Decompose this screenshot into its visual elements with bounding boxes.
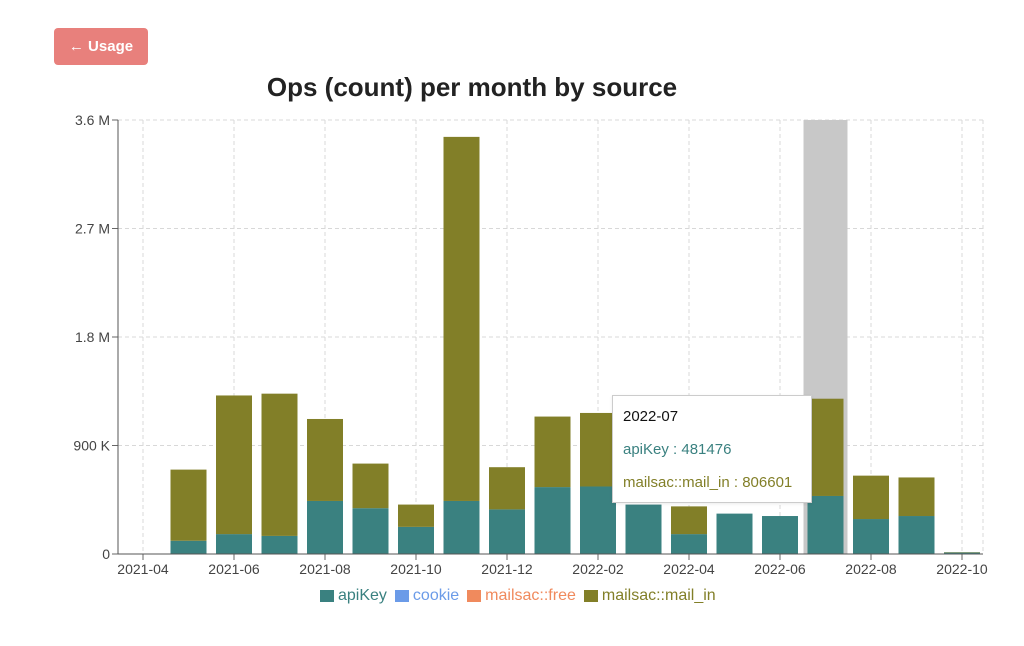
bar-segment	[216, 395, 252, 535]
bar-segment	[671, 506, 707, 535]
legend-item[interactable]: cookie	[394, 587, 460, 605]
bar-segment	[489, 467, 525, 510]
bar-segment	[807, 495, 844, 554]
chart-tooltip: 2022-07 apiKey : 481476 mailsac::mail_in…	[612, 395, 812, 503]
bar-segment	[307, 418, 343, 501]
bar-segment	[853, 519, 889, 554]
bar-segment	[489, 509, 525, 554]
y-tick-label: 1.8 M	[75, 329, 110, 345]
bar-segment	[625, 504, 662, 554]
chart-title: Ops (count) per month by source	[266, 72, 678, 102]
legend-swatch	[320, 590, 334, 602]
bar-segment	[261, 535, 298, 554]
x-tick-label: 2021-12	[481, 561, 533, 577]
legend-swatch	[394, 590, 409, 602]
x-tick-label: 2022-02	[572, 561, 624, 577]
x-tick-label: 2022-04	[663, 561, 715, 577]
legend-item[interactable]: apiKey	[320, 587, 387, 605]
back-label: ← Usage	[68, 38, 134, 55]
x-tick-label: 2021-10	[390, 561, 442, 577]
bar-segment	[261, 393, 298, 536]
legend-swatch	[583, 590, 598, 602]
x-tick-label: 2021-06	[208, 561, 260, 577]
bar-segment	[170, 469, 207, 541]
bar-segment	[398, 526, 434, 554]
bar-segment	[216, 534, 252, 554]
bar-segment	[580, 412, 616, 487]
x-tick-label: 2022-06	[754, 561, 806, 577]
bar-segment	[944, 552, 980, 554]
bar-segment	[807, 398, 844, 496]
x-tick-label: 2022-08	[845, 561, 897, 577]
bar-segment	[443, 500, 480, 554]
tooltip-row-apikey: apiKey : 481476	[623, 441, 732, 458]
legend-label: apiKey	[338, 587, 387, 604]
y-tick-label: 900 K	[73, 438, 110, 454]
x-tick-label: 2021-08	[299, 561, 351, 577]
bar-segment	[534, 487, 571, 554]
x-tick-label: 2021-04	[117, 561, 169, 577]
chart-legend: apiKey cookie mailsac::free mailsac::mail_i…	[316, 587, 720, 605]
bar-segment	[534, 416, 571, 488]
bar-segment	[352, 463, 389, 509]
tooltip-month: 2022-07	[623, 408, 679, 425]
bar-segment	[170, 540, 207, 554]
legend-label: mailsac::mail_in	[601, 587, 716, 604]
legend-item[interactable]: mailsac::free	[467, 587, 576, 605]
bar-segment	[853, 475, 889, 520]
legend-item[interactable]: mailsac::mail_in	[583, 587, 716, 605]
y-tick-label: 2.7 M	[75, 221, 110, 237]
bar-segment	[352, 508, 389, 554]
bar-segment	[580, 486, 616, 554]
tooltip-row-mail-in: mailsac::mail_in : 806601	[623, 474, 793, 491]
y-tick-label: 3.6 M	[75, 112, 110, 128]
bar-segment	[762, 516, 798, 554]
bar-segment	[898, 477, 935, 517]
back-to-usage-button[interactable]: ← Usage	[54, 28, 148, 65]
legend-label: mailsac::free	[485, 587, 576, 604]
bar-segment	[398, 504, 434, 527]
x-tick-label: 2022-10	[936, 561, 988, 577]
legend-label: cookie	[412, 587, 460, 604]
bar-segment	[671, 534, 707, 554]
y-tick-label: 0	[102, 546, 110, 562]
bar-segment	[716, 513, 753, 554]
bar-segment	[443, 136, 480, 501]
legend-swatch	[467, 590, 482, 602]
bar-segment	[898, 516, 935, 554]
bar-segment	[307, 500, 343, 554]
